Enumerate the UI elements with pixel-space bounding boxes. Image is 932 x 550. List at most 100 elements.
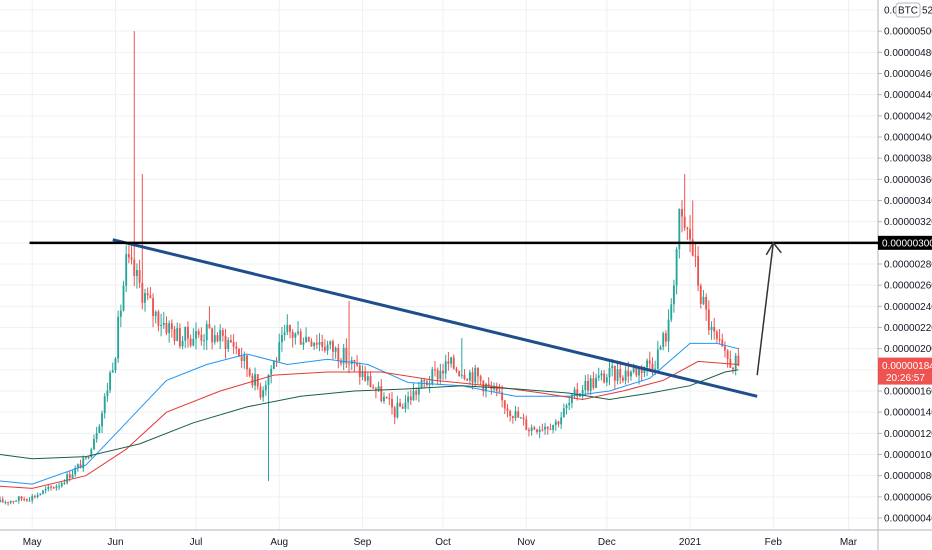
candle-body [450,357,453,364]
candle-body [667,319,670,342]
candle-body [345,347,348,364]
candle-body [192,338,195,346]
candle-body [691,239,694,256]
candle-body [76,464,79,469]
candle-body [173,329,176,341]
candle-body [530,427,533,432]
x-tick-label: 2021 [679,537,702,548]
candle-body [552,425,555,430]
candle-body [493,387,495,390]
y-tick-label: 0.00000400 [884,133,932,144]
candle-body [678,209,681,250]
candle-body [724,346,726,351]
candle-body [235,346,238,349]
candle-body [721,339,724,347]
candle-body [439,370,442,380]
y-tick-label: 0.00000440 [884,90,932,101]
candle-body [686,227,689,230]
candle-body [318,341,321,345]
candle-body [224,335,227,350]
candle-body [501,392,504,401]
y-tick-label: 0.00000120 [884,429,932,440]
candle-body [404,402,407,409]
candle-body [514,411,517,419]
candle-body [689,229,691,240]
y-tick-label: 0.00000200 [884,344,932,355]
candle-body [648,360,651,364]
candle-body [595,377,598,388]
projection-arrow-head [765,241,782,256]
candle-body [103,396,106,414]
candle-body [189,338,192,346]
projection-arrow[interactable] [756,242,775,376]
candle-body [538,429,541,433]
current-price-tag[interactable] [878,357,932,385]
candle-body [39,493,42,496]
resistance-price-label: 0.00000300 [882,238,932,249]
candle-body [423,379,426,382]
candle-body [624,370,627,381]
candle-body [232,342,235,347]
candle-body [503,400,506,409]
candle-body [544,426,546,430]
candle-body [705,296,708,310]
candle-body [460,374,463,376]
candle-body [342,347,345,364]
candle-body [581,389,584,394]
candle-body [181,340,184,347]
candle-body [383,396,385,402]
candle-body [576,389,579,397]
candle-body [364,372,367,381]
candle-body [366,376,369,381]
candle-body [396,402,399,418]
candle-body [197,331,200,335]
candle-body [329,341,332,345]
candle-body [291,331,294,338]
candle-body [55,486,58,489]
candle-body [377,386,380,391]
candle-body [568,402,571,406]
candle-body [372,387,375,389]
candle-body [495,387,498,392]
price-axis[interactable] [878,0,932,550]
candle-body [385,396,388,399]
candle-body [313,342,316,347]
candle-body [672,285,675,305]
candle-body [662,333,665,348]
candle-body [707,309,710,331]
candle-body [84,456,87,458]
moving-average-slow [0,369,739,460]
resistance-price-tag[interactable] [878,235,932,250]
candle-body [476,367,479,377]
candle-body [334,347,337,352]
candle-body [348,363,350,365]
candle-body [442,370,444,374]
currency-badge[interactable] [895,2,921,18]
candle-body [20,496,23,500]
y-tick-label: 0.00000360 [884,175,932,186]
candle-body [466,378,469,381]
candle-body [205,324,208,341]
candle-body [517,411,520,418]
x-tick-label: Aug [270,537,288,548]
candle-body [681,209,683,217]
candle-body [82,457,85,469]
candle-body [259,386,262,398]
candle-body [471,372,474,383]
candle-body [632,368,635,372]
candle-body [455,368,458,372]
candle-body [474,367,477,383]
candle-body [519,417,522,419]
candle-body [337,347,340,362]
candle-body [737,355,740,366]
trendline[interactable] [112,238,758,398]
y-tick-label-top-tail: 520 [922,6,932,17]
candle-body [541,429,544,431]
x-tick-label: Mar [840,537,858,548]
candle-body [710,326,713,331]
candle-body [114,358,117,371]
current-price-label: 0.00000184 [882,361,932,372]
candle-body [412,391,415,401]
